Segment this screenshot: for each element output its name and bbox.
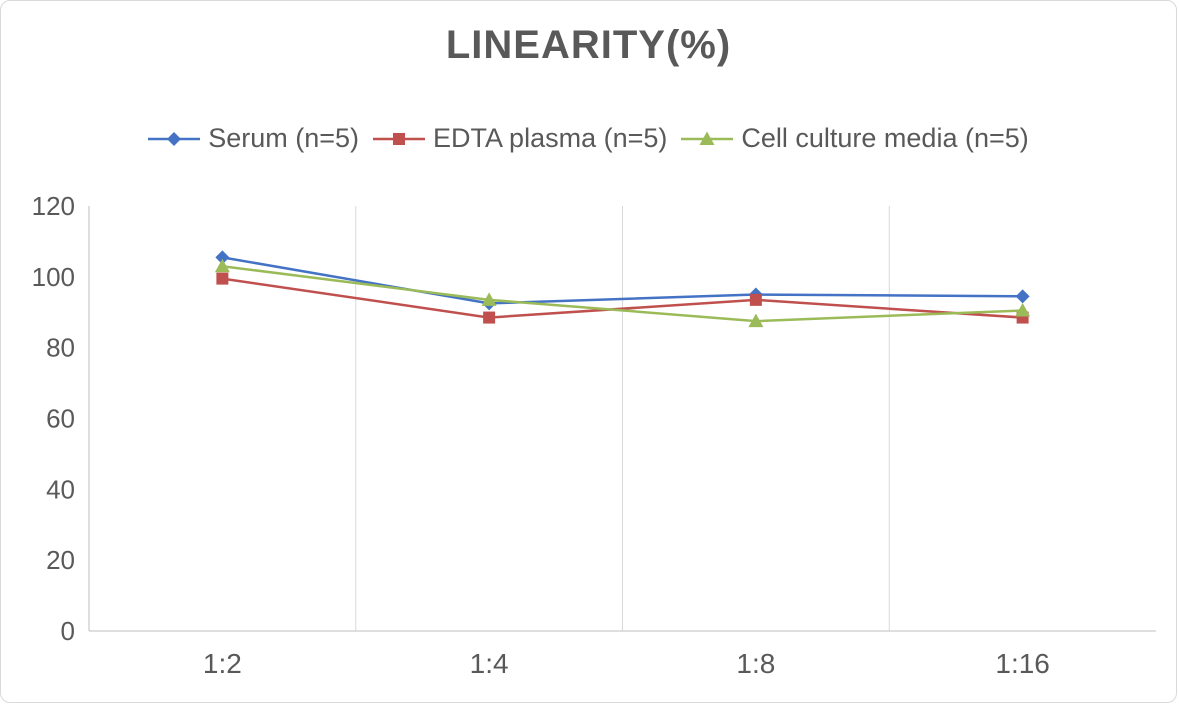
svg-text:1:4: 1:4: [470, 648, 509, 679]
legend-item-serum: Serum (n=5): [148, 123, 359, 154]
svg-text:20: 20: [46, 545, 75, 575]
edta-plasma-legend-marker-icon: [373, 132, 426, 145]
legend-label-edta-plasma: EDTA plasma (n=5): [433, 123, 668, 153]
svg-text:1:2: 1:2: [203, 648, 242, 679]
legend-item-edta-plasma: EDTA plasma (n=5): [373, 123, 667, 154]
legend: Serum (n=5) EDTA plasma (n=5) Cell cultu…: [1, 123, 1176, 154]
svg-text:120: 120: [32, 191, 75, 221]
svg-text:1:16: 1:16: [995, 648, 1050, 679]
legend-label-serum: Serum (n=5): [208, 123, 360, 153]
serum-legend-marker-icon: [148, 131, 201, 146]
x-axis-labels: 1:2 1:4 1:8 1:16: [203, 648, 1050, 679]
cell-culture-media-legend-marker-icon: [681, 131, 734, 145]
svg-text:100: 100: [32, 262, 75, 292]
series-edta-plasma-n-5: [216, 272, 1029, 324]
chart-title: LINEARITY(%): [445, 23, 732, 67]
svg-text:0: 0: [61, 616, 75, 646]
legend-item-cell-culture-media: Cell culture media (n=5): [681, 123, 1029, 154]
series-cell-culture-media-n-5: [214, 258, 1031, 328]
svg-text:1:8: 1:8: [736, 648, 775, 679]
y-axis-labels: 0 20 40 60 80 100 120: [32, 191, 75, 646]
svg-text:80: 80: [46, 333, 75, 363]
svg-text:40: 40: [46, 474, 75, 504]
gridlines: [355, 206, 890, 631]
legend-label-cell-culture-media: Cell culture media (n=5): [741, 123, 1029, 153]
svg-text:60: 60: [46, 404, 75, 434]
axes: [88, 206, 1156, 632]
